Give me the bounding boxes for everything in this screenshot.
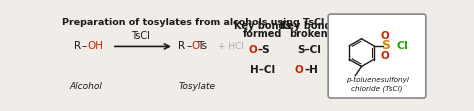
Text: Alcohol: Alcohol	[69, 82, 102, 91]
Text: p-toluenesulfonyl
chloride (TsCl): p-toluenesulfonyl chloride (TsCl)	[346, 77, 409, 92]
FancyBboxPatch shape	[328, 14, 426, 98]
Text: Cl: Cl	[396, 41, 408, 51]
Text: S–Cl: S–Cl	[297, 45, 321, 55]
Text: O: O	[381, 31, 390, 41]
FancyArrowPatch shape	[115, 44, 169, 49]
Text: OH: OH	[87, 41, 103, 51]
Text: R: R	[74, 41, 81, 51]
Text: O: O	[295, 64, 303, 74]
Text: –: –	[82, 41, 87, 51]
Text: broken: broken	[290, 29, 328, 39]
Text: R: R	[178, 41, 186, 51]
Text: Tosylate: Tosylate	[179, 82, 216, 91]
Text: formed: formed	[243, 29, 282, 39]
Text: –: –	[186, 41, 191, 51]
Text: H–Cl: H–Cl	[250, 64, 275, 74]
Text: O: O	[248, 45, 257, 55]
Text: O: O	[191, 41, 199, 51]
Text: Key bonds: Key bonds	[280, 21, 337, 31]
Text: Ts: Ts	[197, 41, 207, 51]
Text: TsCl: TsCl	[131, 31, 150, 41]
Text: –H: –H	[304, 64, 318, 74]
Text: –S: –S	[258, 45, 270, 55]
Text: Key bonds: Key bonds	[234, 21, 291, 31]
Text: Preparation of tosylates from alcohols using TsCl: Preparation of tosylates from alcohols u…	[63, 18, 325, 27]
Text: S: S	[381, 39, 390, 52]
Text: O: O	[381, 51, 390, 61]
Text: + HCl: + HCl	[218, 42, 244, 51]
